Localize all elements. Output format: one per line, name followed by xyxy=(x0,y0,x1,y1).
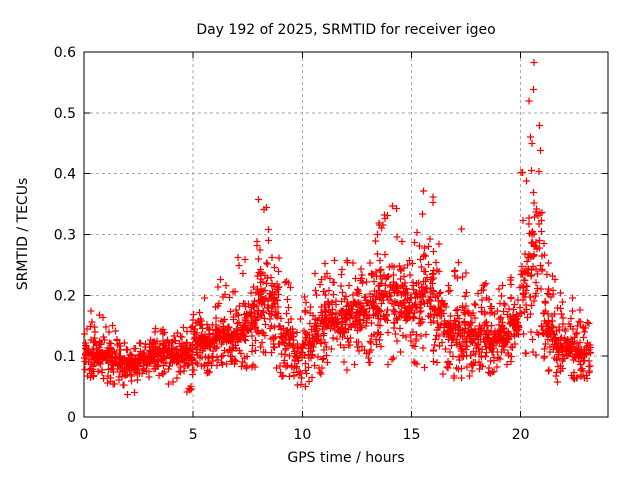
grid-lines xyxy=(84,52,608,417)
y-tick-label: 0.4 xyxy=(54,167,76,183)
data-points-scatter xyxy=(81,59,594,398)
chart-title: Day 192 of 2025, SRMTID for receiver ige… xyxy=(196,22,495,38)
y-tick-label: 0 xyxy=(67,410,76,426)
y-tick-label: 0.6 xyxy=(54,45,76,61)
y-tick-label: 0.3 xyxy=(54,228,76,244)
x-tick-label: 10 xyxy=(293,427,311,443)
y-tick-label: 0.5 xyxy=(54,106,76,122)
x-tick-label: 15 xyxy=(403,427,421,443)
x-tick-label: 5 xyxy=(189,427,198,443)
x-tick-label: 0 xyxy=(80,427,89,443)
x-axis-label: GPS time / hours xyxy=(287,450,404,466)
x-tick-label: 20 xyxy=(512,427,530,443)
axis-ticks xyxy=(83,51,608,418)
y-axis-label: SRMTID / TECUs xyxy=(15,178,31,291)
y-tick-label: 0.1 xyxy=(54,349,76,365)
y-tick-label: 0.2 xyxy=(54,288,76,304)
tick-labels: 0 5 10 15 20 0 0.1 0.2 0.3 0.4 0.5 0.6 xyxy=(54,45,530,443)
